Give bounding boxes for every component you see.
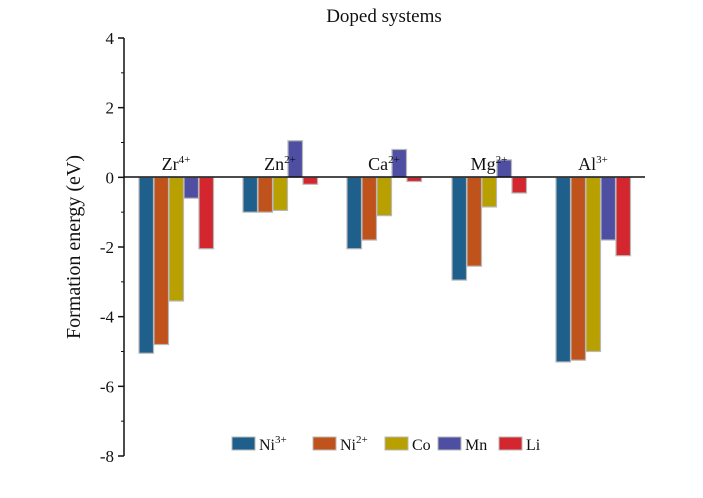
bar-li-mg xyxy=(511,176,528,194)
category-label-zn: Zn2+ xyxy=(264,154,296,174)
bar-co-mg xyxy=(481,176,498,208)
bar-ni2p-zr xyxy=(153,176,170,346)
y-tick-label: -8 xyxy=(100,447,114,466)
bar-ni2p-al xyxy=(570,176,587,361)
y-tick-label: 0 xyxy=(106,168,115,187)
legend-swatch-li xyxy=(498,436,523,451)
bar-ni3p-ca xyxy=(346,176,363,250)
category-label-ca: Ca2+ xyxy=(368,154,400,174)
category-label-mg: Mg2+ xyxy=(471,154,508,174)
bar-ni2p-zn xyxy=(257,176,274,213)
y-tick-label: 2 xyxy=(106,99,115,118)
bar-li-ca xyxy=(406,176,423,183)
bar-co-ca xyxy=(376,176,393,217)
legend-label-mn: Mn xyxy=(465,437,487,454)
category-labels: Zr4+ Zn2+ Ca2+ Mg2+ Al3+ xyxy=(162,154,608,174)
legend-label-co: Co xyxy=(412,437,431,454)
category-label-zr: Zr4+ xyxy=(162,154,191,174)
y-tick-label: -6 xyxy=(100,377,114,396)
legend: Ni3+ Ni2+ Co Mn Li xyxy=(231,434,541,454)
legend-swatch-co xyxy=(384,436,409,451)
legend-swatch-mn xyxy=(437,436,462,451)
y-tick-label: -2 xyxy=(100,238,114,257)
legend-label-ni2p: Ni2+ xyxy=(340,434,368,454)
bars xyxy=(138,140,632,363)
chart-title: Doped systems xyxy=(326,6,442,27)
bar-co-zr xyxy=(168,176,185,302)
bar-co-al xyxy=(585,176,602,353)
bar-co-zn xyxy=(272,176,289,212)
bar-li-zr xyxy=(198,176,215,250)
bar-mn-zr xyxy=(183,176,200,199)
y-axis: 4 2 0 -2 -4 -6 -8 xyxy=(100,29,125,466)
category-label-al: Al3+ xyxy=(578,154,608,174)
y-tick-label: -4 xyxy=(100,308,115,327)
bar-li-zn xyxy=(302,176,319,185)
y-tick-label: 4 xyxy=(106,29,115,48)
legend-label-ni3p: Ni3+ xyxy=(259,434,287,454)
bar-ni3p-zr xyxy=(138,176,155,354)
bar-ni3p-zn xyxy=(242,176,259,213)
legend-label-li: Li xyxy=(526,437,541,454)
y-axis-label: Formation energy (eV) xyxy=(63,155,85,339)
bar-ni2p-mg xyxy=(466,176,483,267)
bar-ni3p-mg xyxy=(451,176,468,281)
bar-li-al xyxy=(615,176,632,257)
bar-ni2p-ca xyxy=(361,176,378,241)
legend-swatch-ni3p xyxy=(231,436,256,451)
legend-swatch-ni2p xyxy=(312,436,337,451)
bar-ni3p-al xyxy=(555,176,572,363)
bar-mn-al xyxy=(600,176,617,241)
